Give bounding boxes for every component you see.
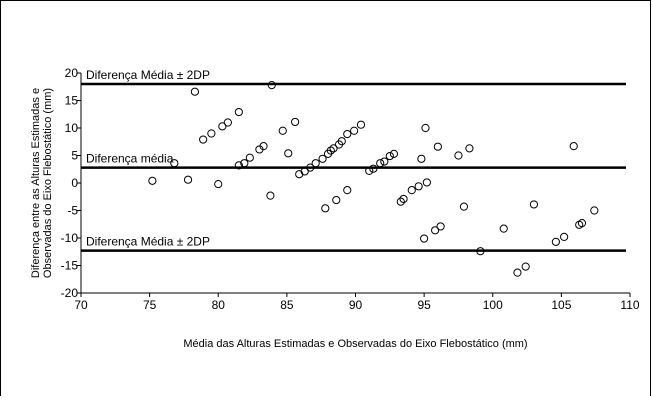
data-point xyxy=(569,142,578,151)
data-point xyxy=(350,126,359,135)
data-point xyxy=(499,224,508,233)
data-point xyxy=(329,144,338,153)
data-point xyxy=(321,204,330,213)
reference-line-label: Diferença Média ± 2DP xyxy=(86,235,210,249)
data-point xyxy=(266,191,275,200)
data-point xyxy=(513,268,522,277)
data-point xyxy=(422,178,431,187)
data-point xyxy=(278,126,287,135)
data-point xyxy=(207,129,216,138)
data-point xyxy=(421,123,430,133)
y-tick-label: -10 xyxy=(61,231,79,245)
data-point xyxy=(240,159,249,168)
data-point xyxy=(148,176,157,185)
data-point xyxy=(417,154,426,163)
x-tick-label: 90 xyxy=(349,298,363,312)
data-point xyxy=(343,129,352,139)
data-point xyxy=(389,149,399,158)
data-point xyxy=(396,197,405,206)
data-point xyxy=(245,153,254,162)
data-point xyxy=(199,135,208,144)
data-point xyxy=(476,247,485,256)
data-point xyxy=(300,167,309,176)
x-tick-label: 95 xyxy=(417,298,431,312)
x-axis-title: Média das Alturas Estimadas e Observadas… xyxy=(183,338,527,350)
x-axis-ticks: 70 75 80 85 90 95 100 105 110 xyxy=(74,293,640,312)
data-point xyxy=(326,146,335,155)
y-tick-label: -15 xyxy=(61,259,79,273)
plot-area: 70 75 80 85 90 95 100 105 110 20151050-5-10-15-2… xyxy=(61,66,640,312)
y-axis-title-line-2: Observadas do Eixo Flebostático (mm) xyxy=(42,88,54,278)
data-point xyxy=(380,157,389,166)
data-point xyxy=(431,226,440,235)
y-axis-title-line-1: Diferença entre as Alturas Estimadas e xyxy=(30,88,42,278)
data-point xyxy=(420,234,429,243)
data-point xyxy=(311,159,320,168)
data-point xyxy=(454,151,463,160)
data-point xyxy=(414,182,423,191)
data-point xyxy=(407,186,416,195)
data-point xyxy=(436,222,445,231)
data-point xyxy=(190,87,200,96)
y-tick-label: 0 xyxy=(71,176,78,190)
data-point xyxy=(218,122,227,131)
data-point xyxy=(399,194,408,204)
data-point xyxy=(465,144,474,153)
x-tick-label: 100 xyxy=(483,298,503,312)
data-points xyxy=(148,81,599,277)
x-tick-label: 110 xyxy=(620,298,639,312)
x-tick-label: 75 xyxy=(143,298,157,312)
data-point xyxy=(259,142,268,151)
data-point xyxy=(369,164,378,173)
x-tick-label: 80 xyxy=(212,298,226,312)
data-point xyxy=(306,163,315,172)
data-point xyxy=(365,166,374,175)
data-point xyxy=(170,159,179,168)
x-tick-label: 105 xyxy=(551,298,571,312)
data-point xyxy=(521,262,530,271)
data-point xyxy=(343,186,352,195)
data-point xyxy=(529,200,539,209)
data-point xyxy=(590,206,599,215)
reference-lines: Diferença Média ± 2DP Diferença média Dife… xyxy=(81,68,626,252)
data-point xyxy=(214,180,223,189)
y-tick-label: 5 xyxy=(71,149,78,163)
data-point xyxy=(337,137,346,146)
y-tick-label: -20 xyxy=(61,286,79,300)
data-point xyxy=(183,175,193,184)
data-point xyxy=(332,195,341,205)
y-tick-label: 15 xyxy=(65,94,79,108)
data-point xyxy=(223,118,232,127)
data-point xyxy=(433,142,442,151)
data-point xyxy=(234,107,243,117)
reference-line-label: Diferença média xyxy=(86,152,174,166)
data-point xyxy=(291,117,300,127)
y-tick-label: -5 xyxy=(67,204,78,218)
data-point xyxy=(376,159,385,168)
data-point xyxy=(356,120,366,129)
data-point xyxy=(385,151,394,161)
data-point xyxy=(551,237,560,246)
data-point xyxy=(284,149,293,158)
data-point xyxy=(459,202,469,211)
data-point xyxy=(318,154,327,163)
data-point xyxy=(234,161,243,170)
data-point xyxy=(560,232,569,241)
y-axis-ticks: 20 15 10 5 0 -5 -10 -15 -20 xyxy=(61,66,81,300)
y-tick-label: 10 xyxy=(65,121,79,135)
x-tick-label: 85 xyxy=(280,298,294,312)
data-point xyxy=(577,219,587,228)
y-tick-label: 20 xyxy=(65,66,79,80)
x-tick-label: 70 xyxy=(74,298,88,312)
reference-line-label: Diferença Média ± 2DP xyxy=(86,68,210,82)
data-point xyxy=(267,81,276,90)
